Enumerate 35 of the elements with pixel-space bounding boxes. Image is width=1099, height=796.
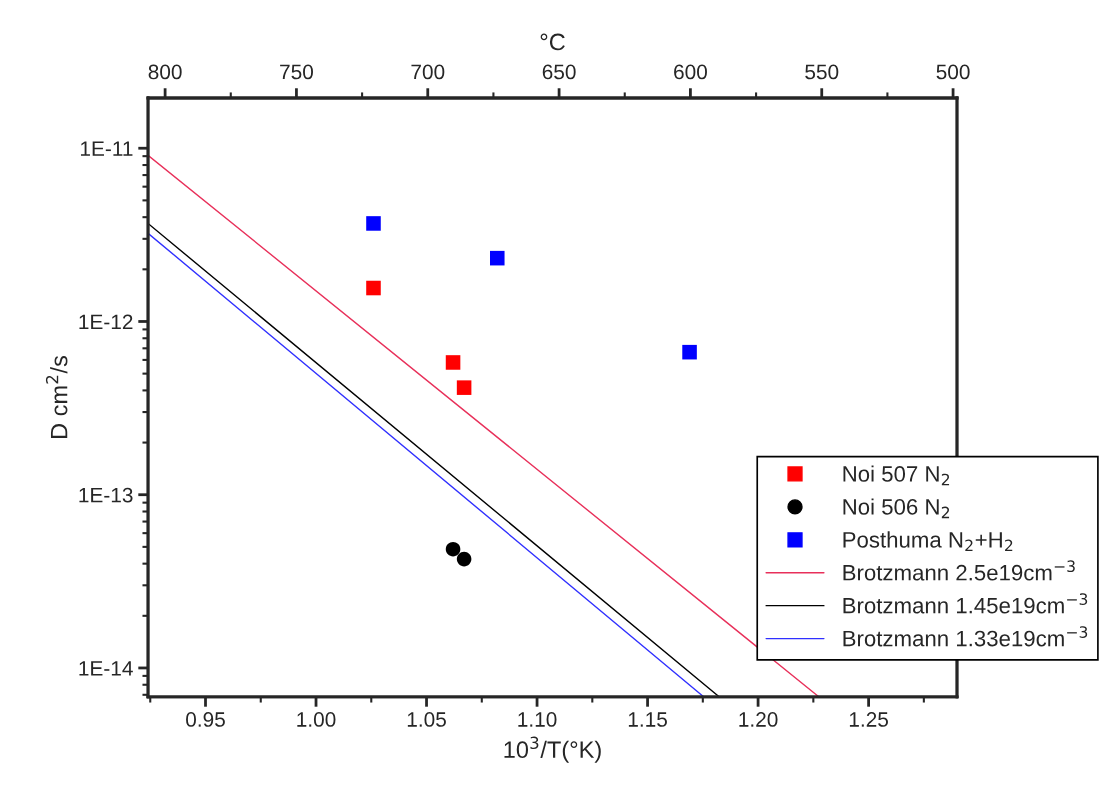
x-tick-label: 1.20 [739, 712, 778, 727]
point [489, 250, 505, 266]
y-tick-label: 1E-11 [80, 141, 133, 156]
point [456, 551, 472, 567]
x-tick-label: 1.25 [849, 712, 888, 727]
point [366, 280, 381, 296]
x2-axis-title: °C [540, 33, 565, 51]
legend-label: Noi 507 N$_{2}$ [843, 465, 950, 486]
x2-tick-label: 800 [148, 64, 182, 80]
x2-tick-label: 600 [674, 64, 707, 80]
x-tick-label: 1.10 [518, 712, 557, 727]
x2-tick-label: 750 [280, 64, 313, 80]
legend-label: Brotzmann 1.45e19cm$^{−3}$ [843, 593, 1088, 614]
legend-label: Posthuma N$_{2}$+H$_{2}$ [843, 531, 1013, 552]
x2-tick-label: 500 [936, 64, 970, 80]
point [445, 541, 461, 557]
point [456, 380, 472, 395]
x-tick-label: 1.00 [297, 712, 336, 727]
legend-label: Noi 506 N$_{2}$ [843, 498, 950, 519]
point [682, 344, 697, 360]
legend-label: Brotzmann 2.5e19cm$^{−3}$ [843, 560, 1075, 581]
x2-tick-label: 700 [411, 64, 445, 80]
point [366, 216, 381, 231]
x-axis-title: 10$^{3}$/T(°K) [504, 736, 601, 763]
x2-tick-label: 550 [805, 64, 839, 80]
x-tick-label: 1.15 [628, 712, 667, 727]
x-tick-label: 1.05 [407, 712, 446, 727]
y-tick-label: 1E-13 [79, 487, 133, 503]
x-tick-label: 0.95 [186, 712, 225, 727]
x2-tick-label: 650 [542, 64, 576, 80]
y-tick-label: 1E-14 [79, 661, 133, 676]
y-axis-title: D cm$^{2}$/s [45, 356, 68, 439]
point [445, 355, 461, 370]
y-tick-label: 1E-12 [79, 314, 133, 330]
legend-label: Brotzmann 1.33e19cm$^{−3}$ [843, 626, 1088, 647]
